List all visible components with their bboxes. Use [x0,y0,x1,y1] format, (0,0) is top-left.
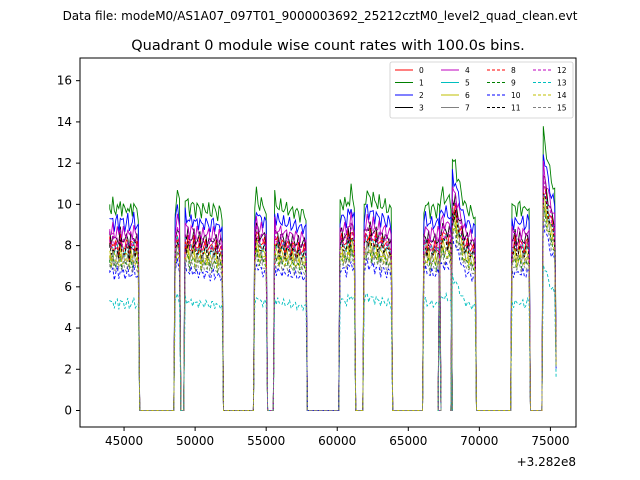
y-tick-label: 2 [64,362,72,376]
axes-layer: 45000 50000 55000 60000 65000 70000 75000 0 2 4 6 8… [57,74,570,448]
y-tick-label: 0 [64,404,72,418]
legend-frame [389,61,574,119]
data-file-label: Data file: modeM0/AS1A07_097T01_90000036… [63,9,578,23]
legend-label-9: 9 [511,79,516,88]
y-tick-label: 14 [57,115,72,129]
x-tick-label: 65000 [389,434,427,448]
x-tick-label: 75000 [531,434,569,448]
y-tick-label: 16 [57,74,72,88]
series-line-8 [109,191,557,411]
series-line-3 [109,174,557,411]
legend-label-11: 11 [511,104,521,113]
series-line-9 [109,203,557,411]
legend-label-1: 1 [419,79,424,88]
legend-label-0: 0 [419,66,424,75]
y-tick-label: 10 [57,197,72,211]
series-line-11 [109,193,557,411]
legend-label-10: 10 [511,91,521,100]
series-layer [109,126,557,411]
legend-label-5: 5 [465,79,470,88]
plot-frame [79,57,577,428]
series-line-1 [109,126,557,411]
legend-label-6: 6 [465,91,470,100]
y-tick-label: 8 [64,239,72,253]
legend-label-15: 15 [557,104,567,113]
series-line-4 [109,160,557,411]
series-line-2 [109,154,557,411]
y-tick-label: 4 [64,321,72,335]
legend-label-3: 3 [419,104,424,113]
series-line-15 [109,209,557,411]
x-tick-label: 50000 [176,434,214,448]
series-line-10 [109,221,557,411]
series-line-6 [109,194,557,411]
legend-label-12: 12 [557,66,567,75]
legend-label-7: 7 [465,104,470,113]
x-offset-label: +3.282e8 [517,455,576,469]
legend-label-13: 13 [557,79,567,88]
legend-label-2: 2 [419,91,424,100]
y-tick-label: 12 [57,156,72,170]
legend-label-14: 14 [557,91,567,100]
series-line-0 [109,185,557,411]
x-tick-label: 60000 [318,434,356,448]
x-tick-label: 70000 [460,434,498,448]
y-tick-label: 6 [64,280,72,294]
x-tick-label: 45000 [105,434,143,448]
series-line-13 [109,264,557,411]
legend-label-4: 4 [465,66,470,75]
series-line-12 [109,174,557,411]
chart-title: Quadrant 0 module wise count rates with … [131,38,525,54]
x-tick-label: 55000 [247,434,285,448]
legend-label-8: 8 [511,66,516,75]
